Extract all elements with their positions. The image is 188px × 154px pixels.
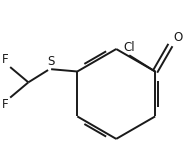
Text: F: F [2,98,8,111]
Text: F: F [2,53,8,66]
Text: S: S [47,55,55,67]
Text: Cl: Cl [124,41,135,54]
Text: O: O [173,31,182,44]
